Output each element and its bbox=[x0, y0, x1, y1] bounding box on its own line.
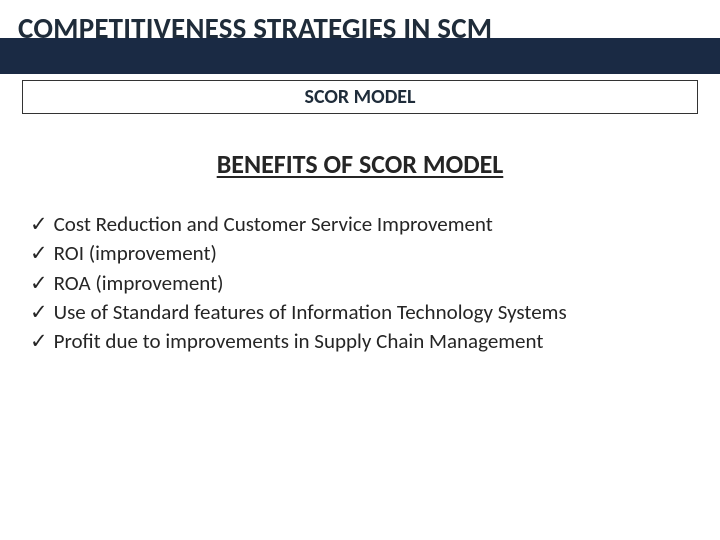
subtitle-text: SCOR MODEL bbox=[304, 85, 415, 109]
benefit-text: Cost Reduction and Customer Service Impr… bbox=[54, 211, 493, 237]
list-item: ✓ Cost Reduction and Customer Service Imp… bbox=[30, 210, 690, 239]
check-icon: ✓ bbox=[30, 242, 48, 265]
subtitle-box: SCOR MODEL bbox=[22, 80, 698, 114]
slide-title: COMPETITIVENESS STRATEGIES IN SCM bbox=[18, 10, 492, 46]
check-icon: ✓ bbox=[30, 301, 48, 324]
check-icon: ✓ bbox=[30, 272, 48, 295]
benefit-text: ROI (improvement) bbox=[54, 240, 217, 266]
benefits-list: ✓ Cost Reduction and Customer Service Imp… bbox=[30, 210, 690, 357]
benefit-text: ROA (improvement) bbox=[54, 270, 224, 296]
list-item: ✓ ROA (improvement) bbox=[30, 269, 690, 298]
list-item: ✓ ROI (improvement) bbox=[30, 239, 690, 268]
check-icon: ✓ bbox=[30, 213, 48, 236]
list-item: ✓ Profit due to improvements in Supply Ch… bbox=[30, 327, 690, 356]
section-heading: BENEFITS OF SCOR MODEL bbox=[0, 148, 720, 180]
benefit-text: Profit due to improvements in Supply Cha… bbox=[54, 328, 544, 354]
slide: COMPETITIVENESS STRATEGIES IN SCM SCOR M… bbox=[0, 0, 720, 540]
benefit-text: Use of Standard features of Information … bbox=[54, 299, 567, 325]
check-icon: ✓ bbox=[30, 330, 48, 353]
list-item: ✓ Use of Standard features of Information… bbox=[30, 298, 690, 327]
